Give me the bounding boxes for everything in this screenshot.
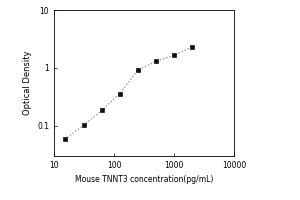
Y-axis label: Optical Density: Optical Density xyxy=(22,51,32,115)
X-axis label: Mouse TNNT3 concentration(pg/mL): Mouse TNNT3 concentration(pg/mL) xyxy=(75,175,213,184)
